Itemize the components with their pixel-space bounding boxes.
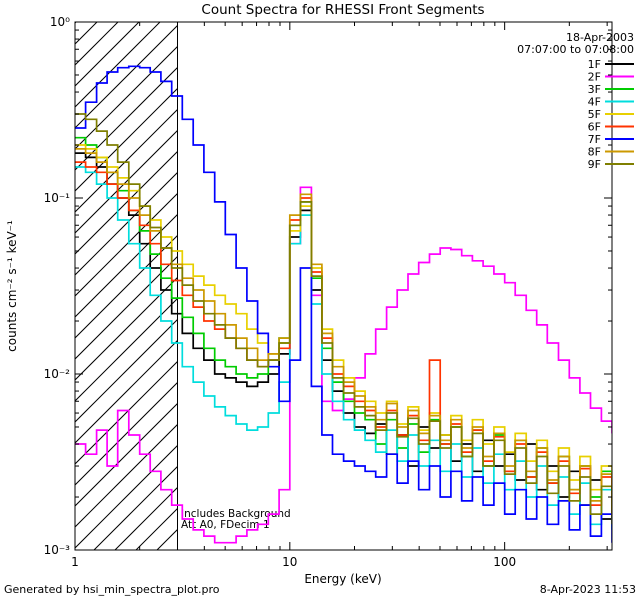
x-tick-label: 100 xyxy=(493,555,516,569)
chart-title: Count Spectra for RHESSI Front Segments xyxy=(201,2,484,18)
series-lines xyxy=(75,65,612,544)
annotation-attenuator-state: Att A0, FDecim 1 xyxy=(181,519,270,531)
footer-generator-text: Generated by hsi_min_spectra_plot.pro xyxy=(4,583,220,596)
legend-label-8F: 8F xyxy=(588,146,601,159)
series-1F xyxy=(75,152,612,520)
x-tick-label: 10 xyxy=(282,555,297,569)
series-4F xyxy=(75,166,612,530)
legend-label-3F: 3F xyxy=(588,83,601,96)
series-3F xyxy=(75,136,612,506)
series-5F xyxy=(75,144,612,501)
axis-ticks xyxy=(74,21,612,551)
legend-label-5F: 5F xyxy=(588,108,601,121)
y-tick-label: 10⁰ xyxy=(50,15,70,29)
x-axis-label: Energy (keV) xyxy=(304,572,381,586)
legend-label-6F: 6F xyxy=(588,121,601,134)
legend-label-1F: 1F xyxy=(588,58,601,71)
y-tick-label: 10⁻³ xyxy=(44,543,71,557)
legend-label-2F: 2F xyxy=(588,71,601,84)
y-axis-label: counts cm⁻² s⁻¹ keV⁻¹ xyxy=(5,220,19,352)
footer-generated-timestamp: 8-Apr-2023 11:53 xyxy=(540,583,636,596)
x-tick-label: 1 xyxy=(71,555,79,569)
observation-time-range: 07:07:00 to 07:08:00 xyxy=(517,43,634,56)
legend-label-7F: 7F xyxy=(588,133,601,146)
observation-date: 18-Apr-2003 xyxy=(566,31,634,44)
legend-label-9F: 9F xyxy=(588,158,601,171)
annotation-includes-background: Includes Background xyxy=(181,508,291,520)
series-9F xyxy=(75,113,612,525)
y-tick-label: 10⁻¹ xyxy=(44,191,71,205)
legend-label-4F: 4F xyxy=(588,96,601,109)
series-7F xyxy=(75,65,612,543)
y-tick-label: 10⁻² xyxy=(44,367,71,381)
plot-frame xyxy=(74,21,613,551)
series-2F xyxy=(75,186,612,544)
